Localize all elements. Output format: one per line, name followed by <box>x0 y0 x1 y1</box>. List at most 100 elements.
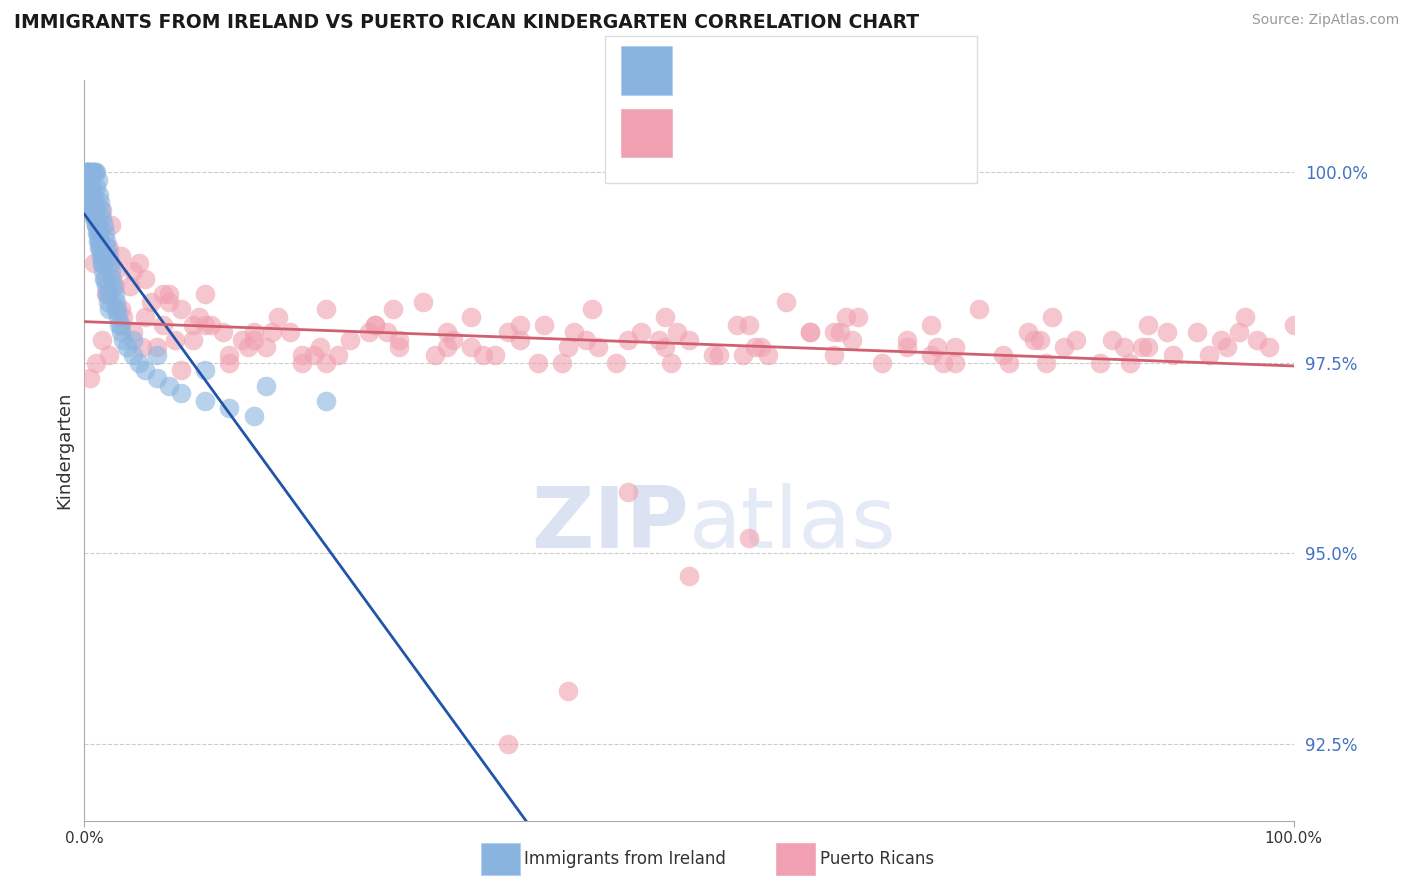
Point <box>121 325 143 339</box>
Point <box>460 340 482 354</box>
Point <box>77 172 100 186</box>
Point <box>170 302 193 317</box>
Point <box>678 569 700 583</box>
Point <box>799 325 821 339</box>
Point <box>115 340 138 354</box>
Point <box>1161 348 1184 362</box>
Point <box>920 348 942 362</box>
Point <box>76 165 98 179</box>
Point <box>120 279 142 293</box>
Point <box>170 386 193 401</box>
Point <box>104 264 127 278</box>
Point <box>86 202 108 217</box>
Point <box>82 202 104 217</box>
Point <box>110 302 132 317</box>
Point <box>617 485 640 500</box>
Point <box>339 333 361 347</box>
Point <box>527 356 550 370</box>
Text: N =: N = <box>820 124 859 142</box>
Point <box>89 234 111 248</box>
Point <box>1156 325 1178 339</box>
Point <box>1035 356 1057 370</box>
Point <box>1088 356 1111 370</box>
Point <box>100 219 122 233</box>
Point <box>278 325 301 339</box>
Point <box>291 356 314 370</box>
Point <box>375 325 398 339</box>
Point <box>86 172 108 186</box>
Point <box>107 310 129 324</box>
Point <box>96 287 118 301</box>
Point <box>267 310 290 324</box>
Point <box>157 378 180 392</box>
Point <box>121 333 143 347</box>
Point <box>1282 318 1305 332</box>
Point <box>96 241 118 255</box>
Point <box>218 401 240 416</box>
Point <box>104 279 127 293</box>
Point <box>98 256 121 270</box>
Point <box>104 287 127 301</box>
Point <box>91 256 114 270</box>
Text: 147: 147 <box>862 123 903 143</box>
Text: Immigrants from Ireland: Immigrants from Ireland <box>524 850 727 868</box>
Point <box>254 340 277 354</box>
Point <box>83 211 105 225</box>
Point <box>97 348 120 362</box>
Point <box>943 356 966 370</box>
Point <box>1022 333 1045 347</box>
Point <box>496 737 519 751</box>
Point <box>87 187 110 202</box>
Point <box>146 348 169 362</box>
Point <box>557 340 579 354</box>
Point <box>97 287 120 301</box>
Point <box>93 271 115 285</box>
Point <box>388 340 411 354</box>
Point <box>77 172 100 186</box>
Point <box>83 202 105 217</box>
Point <box>194 318 217 332</box>
Point <box>218 356 240 370</box>
Point <box>100 264 122 278</box>
Point <box>89 241 111 255</box>
Point <box>654 310 676 324</box>
Point <box>87 226 110 240</box>
Point <box>82 195 104 210</box>
Point <box>484 348 506 362</box>
Point <box>77 187 100 202</box>
Point <box>659 356 682 370</box>
Point <box>1017 325 1039 339</box>
Point <box>846 310 869 324</box>
Text: R =: R = <box>679 62 718 79</box>
Point <box>1101 333 1123 347</box>
Point <box>315 302 337 317</box>
Point <box>242 325 264 339</box>
Point <box>200 318 222 332</box>
Point <box>84 165 107 179</box>
Point <box>91 249 114 263</box>
Point <box>733 348 755 362</box>
Point <box>799 325 821 339</box>
Point <box>533 318 555 332</box>
Point <box>1137 318 1160 332</box>
Point <box>1209 333 1232 347</box>
Point <box>830 325 852 339</box>
Point <box>91 333 114 347</box>
Point <box>77 165 100 179</box>
Point <box>83 256 105 270</box>
Point <box>194 393 217 408</box>
Point <box>328 348 350 362</box>
Point <box>1114 340 1136 354</box>
Point <box>218 348 240 362</box>
Point <box>188 310 211 324</box>
Point <box>920 318 942 332</box>
Point <box>315 393 337 408</box>
Point <box>1119 356 1142 370</box>
Point <box>1227 325 1250 339</box>
Point <box>1040 310 1063 324</box>
Point <box>91 264 114 278</box>
Point <box>751 340 773 354</box>
Point <box>472 348 495 362</box>
Point <box>1258 340 1281 354</box>
Point <box>121 348 143 362</box>
